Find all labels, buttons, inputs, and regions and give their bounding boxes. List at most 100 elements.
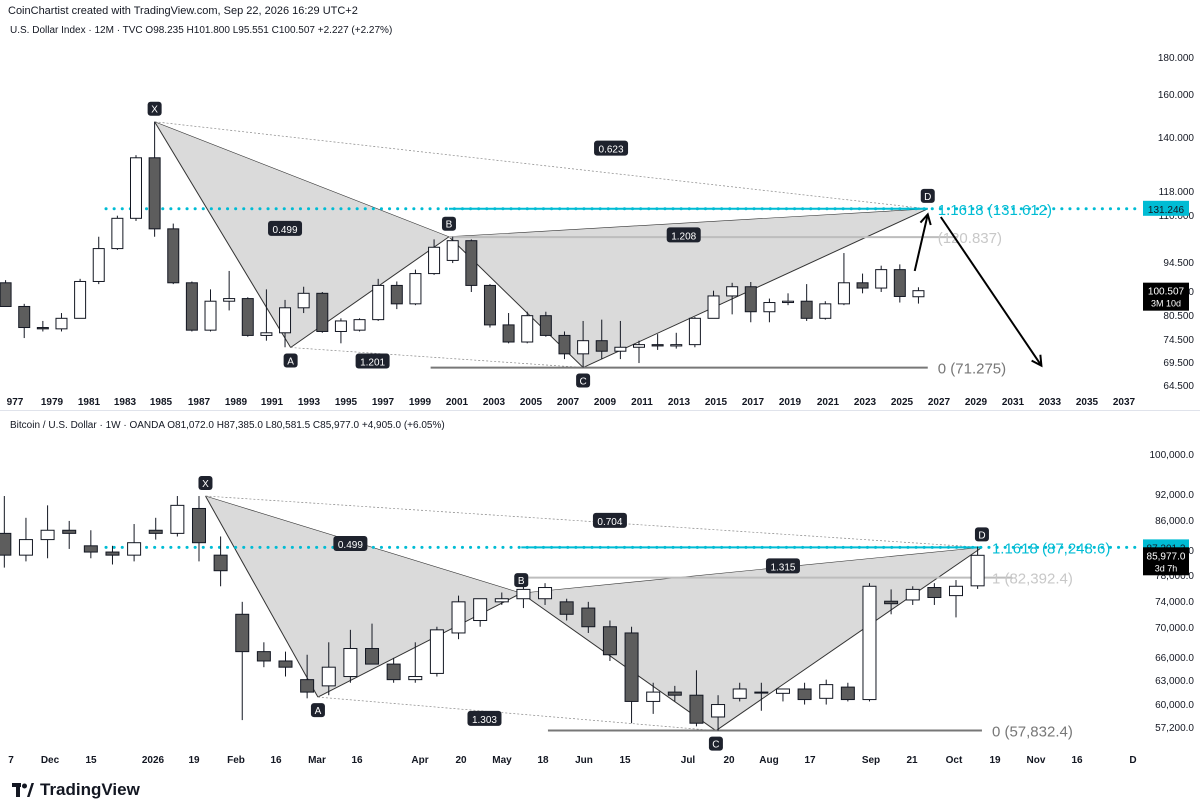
credit-line: CoinChartist created with TradingView.co… [8,5,358,17]
dxy-point-label-a: A [287,357,294,368]
btc-ratio-label: 0.704 [597,517,622,528]
btc-candle-up [343,648,358,678]
btc-time-tick-label: Sep [862,755,880,766]
dxy-time-tick-label: 1999 [409,397,432,408]
dxy-candle-down [465,240,478,286]
btc-last-price-text: 85,977.0 [1147,551,1186,562]
btc-candle-up [862,585,877,701]
dxy-price-tick-label: 110.000 [1159,211,1195,222]
chart-canvas[interactable]: 180.000 160.000 140.000 118.000 110.000 94.50… [0,0,1200,775]
dxy-candle-up [372,284,385,321]
dxy-ratio-label: 0.499 [273,225,298,236]
btc-candle-up [321,666,336,687]
dxy-price-tick-label: 140.000 [1158,133,1195,144]
dxy-candle-up [577,340,590,355]
dxy-point-badge-b [441,216,456,231]
btc-time-tick-label: Aug [759,755,778,766]
dxy-time-tick-label: 2035 [1076,397,1099,408]
dxy-candle-up [297,292,310,309]
btc-candle-down [278,660,293,668]
btc-candle-down [83,545,98,553]
dxy-point-label-b: B [446,220,453,231]
btc-candle-down [148,529,163,534]
btc-candle-down [235,613,250,653]
dxy-candle-down [800,300,813,319]
dxy-forecast-arrow-line [939,216,1043,367]
dxy-time-tick-label: 2015 [705,397,728,408]
dxy-ratio-badge [594,140,629,156]
dxy-candle-down [595,340,608,352]
dxy-candle-up [726,286,739,297]
btc-candle-up [40,529,55,541]
dxy-time-tick-label: 1995 [335,397,358,408]
btc-candle-down [365,648,380,665]
btc-candle-down [840,686,855,701]
btc-candle-up [775,688,790,694]
dxy-pattern-xab [154,121,449,348]
btc-point-label-d: D [978,530,985,541]
btc-time-tick-label: 20 [723,755,735,766]
btc-price-tick-label: 100,000.0 [1150,450,1195,461]
dxy-ratio-line-xd [154,121,928,210]
dxy-candle-up [521,315,534,343]
btc-candle-up [905,588,920,601]
btc-candle-down [386,663,401,681]
dxy-candle-down [502,324,515,343]
btc-candle-up [408,676,423,681]
dxy-time-tick-label: 2023 [854,397,877,408]
dxy-time-tick-label: 2031 [1002,397,1025,408]
dxy-ratio-label: 1.201 [360,357,385,368]
btc-candle-down [624,632,639,702]
dxy-price-tick-label: 180.000 [1158,53,1195,64]
dxy-candle-up [819,303,832,319]
brand[interactable]: TradingView [12,780,140,800]
dxy-candle-up [763,302,776,313]
dxy-candle-up [446,240,459,261]
btc-pattern-xab [205,496,522,698]
btc-candle-down [213,554,228,572]
dxy-time-tick-label: 1989 [225,397,248,408]
btc-time-tick-label: 15 [85,755,97,766]
dxy-candle-up [409,273,422,305]
dxy-candle-up [632,344,645,348]
dxy-level-price-badge [1143,200,1189,216]
btc-leg-bc [520,592,717,732]
dxy-time-tick-label: 2003 [483,397,506,408]
btc-price-tick-label: 66,000.0 [1155,653,1194,664]
dxy-candle-down [856,282,869,289]
btc-price-tick-label: 63,000.0 [1155,676,1194,687]
dxy-time-tick-label: 1991 [261,397,284,408]
btc-leg-xa [205,495,319,698]
dxy-bar-countdown-text: 3M 10d [1151,299,1181,309]
dxy-time-tick-label: 1983 [114,397,137,408]
btc-ratio-label: 1.303 [472,715,497,726]
dxy-candle-up [223,298,236,302]
dxy-candle-down [185,282,198,331]
dxy-target-level-label: 1.1618 (131.612) [938,202,1052,219]
btc-candle-down [602,626,617,656]
btc-price-tick-label: 74,000.0 [1155,597,1194,608]
btc-ratio-badge [333,535,368,551]
dxy-candle-up [92,248,105,282]
dxy-candle-up [782,300,795,304]
dxy-point-label-x: X [151,105,158,116]
dxy-time-tick-label: 1981 [78,397,101,408]
btc-time-tick-label: 18 [537,755,549,766]
btc-candle-down [256,651,271,662]
dxy-candle-up [260,332,273,336]
btc-ratio-label: 0.499 [338,540,363,551]
dxy-candle-down [36,327,49,330]
dxy-leg-xb [154,121,450,238]
dxy-ratio-badge [355,353,390,369]
btc-point-badge-a [310,703,325,718]
btc-legend: Bitcoin / U.S. Dollar · 1W · OANDA O81,0… [10,420,445,431]
tradingview-logo-icon [12,783,34,797]
btc-point-badge-b [514,573,529,588]
btc-time-tick-label: 16 [270,755,282,766]
btc-candle-up [948,585,963,597]
btc-time-tick-label: 17 [804,755,816,766]
btc-point-badge-x [198,476,213,491]
btc-ratio-badge [592,512,627,528]
btc-pattern-bcd [521,547,982,731]
btc-candle-up [711,704,726,718]
